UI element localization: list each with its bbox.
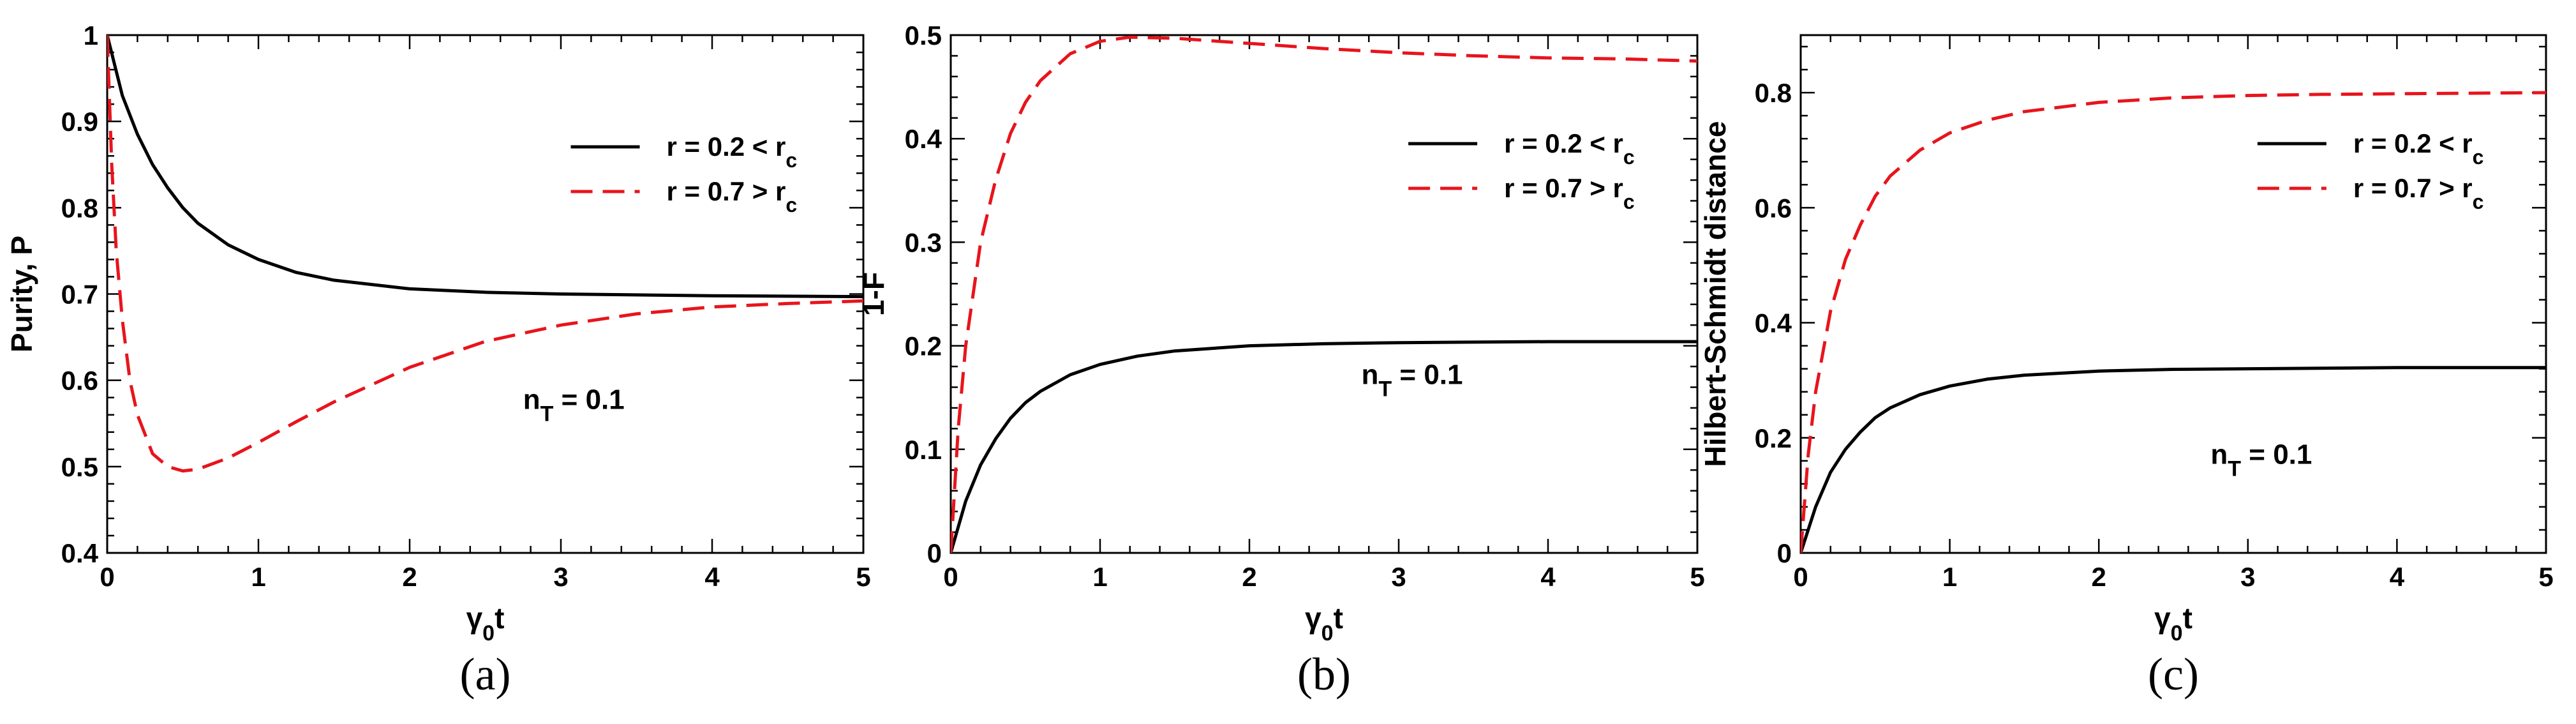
panel-c: 0 1 2 3 4 5 0 0.2 0.4 0.6 0.8 γ0t Hilbert-Schmidt di… <box>1699 34 2554 700</box>
x-tick-label: 3 <box>2240 562 2255 592</box>
y-axis-label: Hilbert-Schmidt distance <box>1699 121 1732 467</box>
x-tick-label: 2 <box>1242 562 1256 592</box>
panel-letter: (b) <box>1297 649 1351 700</box>
panel-letter: (a) <box>460 649 511 700</box>
x-tick-label: 3 <box>553 562 568 592</box>
x-tick-label: 5 <box>1690 562 1704 592</box>
y-axis-label: 1-F <box>857 272 890 316</box>
y-tick-label: 1 <box>84 20 98 50</box>
x-tick-label: 5 <box>856 562 870 592</box>
y-tick-label: 0.5 <box>61 452 98 482</box>
y-tick-label: 0.8 <box>61 193 98 223</box>
x-tick-label: 4 <box>1540 562 1556 592</box>
x-tick-label: 4 <box>2390 562 2405 592</box>
y-tick-label: 0.2 <box>905 331 942 361</box>
x-axis-label: γ0t <box>2154 601 2193 645</box>
annotation-nt: nT = 0.1 <box>1362 359 1463 402</box>
x-tick-label: 0 <box>100 562 114 592</box>
y-tick-label: 0 <box>1777 538 1792 568</box>
series-line-solid <box>1801 366 2546 553</box>
y-tick-label: 0 <box>927 538 942 568</box>
panel-b: 0 1 2 3 4 5 0 0.1 0.2 0.3 0.4 0.5 γ0t 1-F r = 0.2 < rc… <box>857 20 1705 700</box>
series-line-solid <box>951 340 1697 553</box>
panel-letter: (c) <box>2148 649 2199 700</box>
series-line-solid <box>107 35 863 299</box>
y-tick-label: 0.4 <box>61 538 99 568</box>
annotation-nt: nT = 0.1 <box>523 384 625 426</box>
legend-label: r = 0.2 < rc <box>667 132 798 172</box>
x-tick-label: 2 <box>402 562 417 592</box>
y-tick-label: 0.3 <box>905 227 942 257</box>
x-tick-label: 5 <box>2538 562 2553 592</box>
y-tick-label: 0.1 <box>905 435 942 465</box>
series-line-dashed <box>951 35 1697 553</box>
y-tick-label: 0.4 <box>905 124 942 154</box>
annotation-nt: nT = 0.1 <box>2210 439 2312 481</box>
x-tick-label: 1 <box>1942 562 1957 592</box>
x-axis-label: γ0t <box>466 601 505 645</box>
y-tick-label: 0.6 <box>1755 193 1792 223</box>
y-tick-label: 0.7 <box>61 280 98 310</box>
y-tick-label: 0.8 <box>1755 78 1792 108</box>
plot-frame <box>1799 34 2547 554</box>
x-tick-label: 1 <box>251 562 265 592</box>
x-tick-label: 2 <box>2092 562 2106 592</box>
y-tick-label: 0.2 <box>1755 423 1792 453</box>
y-tick-label: 0.4 <box>1755 308 1792 338</box>
legend-label: r = 0.2 < rc <box>2353 128 2484 169</box>
y-tick-label: 0.9 <box>61 107 98 137</box>
y-tick-label: 0.5 <box>905 20 942 50</box>
panel-a: 0 1 2 3 4 5 0.4 0.5 0.6 0.7 0.8 0.9 1 γ0t Purity, P r =… <box>5 20 871 700</box>
legend-label: r = 0.7 > rc <box>2353 173 2484 213</box>
legend-label: r = 0.2 < rc <box>1504 128 1635 169</box>
plot-frame <box>949 34 1699 554</box>
x-tick-label: 0 <box>1793 562 1808 592</box>
legend-label: r = 0.7 > rc <box>1504 173 1635 213</box>
x-tick-label: 4 <box>704 562 720 592</box>
x-tick-label: 3 <box>1391 562 1406 592</box>
series-line-dashed <box>107 35 863 473</box>
legend-label: r = 0.7 > rc <box>667 176 798 216</box>
y-tick-label: 0.6 <box>61 366 98 396</box>
x-tick-label: 0 <box>943 562 958 592</box>
x-axis-label: γ0t <box>1305 601 1343 645</box>
x-tick-label: 1 <box>1092 562 1107 592</box>
y-axis-label: Purity, P <box>5 236 38 352</box>
series-line-dashed <box>1801 91 2546 553</box>
